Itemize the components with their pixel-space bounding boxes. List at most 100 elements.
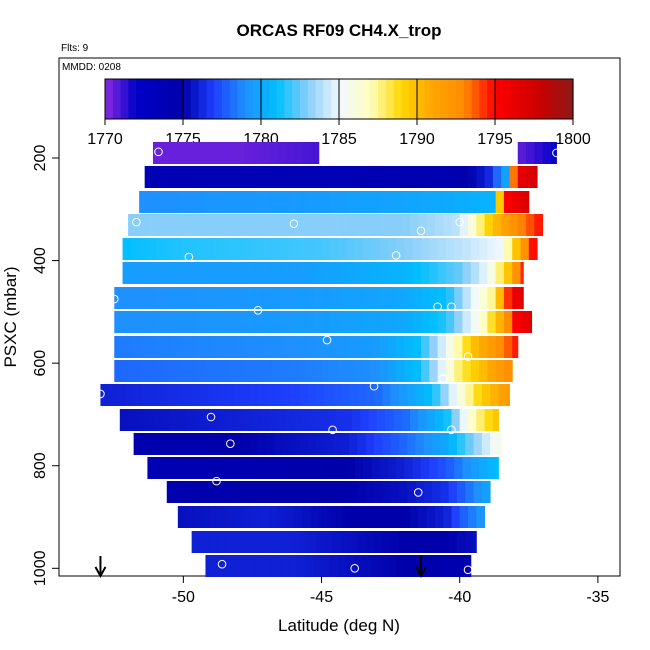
heatmap-cell: [208, 531, 218, 553]
heatmap-cell: [470, 457, 480, 479]
heatmap-cell: [440, 481, 450, 503]
colorbar-segment: [526, 79, 535, 119]
heatmap-cell: [186, 409, 195, 431]
heatmap-cell: [147, 287, 157, 309]
heatmap-cell: [224, 433, 234, 455]
heatmap-cell: [412, 360, 422, 382]
heatmap-cell: [374, 433, 383, 455]
heatmap-cell: [235, 506, 245, 528]
heatmap-cell: [404, 336, 414, 358]
heatmap-cell: [503, 336, 513, 358]
colorbar-segment: [346, 79, 356, 119]
heatmap-cell: [362, 457, 372, 479]
data-marker: [438, 374, 448, 383]
heatmap-cell: [213, 457, 223, 479]
heatmap-cell: [462, 336, 472, 358]
heatmap-cell: [177, 214, 187, 236]
heatmap-cell: [285, 142, 295, 164]
data-marker: [413, 488, 423, 497]
heatmap-cell: [398, 481, 408, 503]
heatmap-cell: [324, 384, 334, 406]
heatmap-cell: [371, 555, 381, 577]
data-marker: [433, 302, 442, 312]
heatmap-cell: [512, 336, 519, 358]
heatmap-cell: [164, 457, 173, 479]
heatmap-cell: [191, 531, 201, 553]
heatmap-cell: [338, 262, 347, 284]
heatmap-cell: [321, 238, 331, 260]
heatmap-cell: [501, 166, 510, 188]
heatmap-cell: [396, 191, 405, 213]
heatmap-cell: [119, 409, 129, 431]
colorbar-segment: [510, 79, 519, 119]
heatmap-cell: [432, 481, 441, 503]
colorbar-segment: [144, 79, 153, 119]
heatmap-cell: [423, 481, 433, 503]
heatmap-cell: [495, 457, 499, 479]
heatmap-cell: [280, 262, 289, 284]
heatmap-cell: [282, 531, 292, 553]
heatmap-cell: [246, 238, 256, 260]
heatmap-cell: [321, 336, 331, 358]
heatmap-cell: [332, 531, 342, 553]
heatmap-cell: [310, 409, 320, 431]
heatmap-cell: [316, 531, 325, 553]
data-marker: [184, 252, 194, 262]
heatmap-cell: [255, 287, 264, 309]
colorbar-segment: [136, 79, 145, 119]
heatmap-cell: [437, 191, 447, 213]
y-tick-label: 200: [32, 145, 49, 172]
heatmap-cell: [503, 311, 513, 333]
heatmap-cell: [396, 457, 405, 479]
heatmap-cell: [440, 531, 450, 553]
heatmap-cell: [302, 142, 311, 164]
heatmap-cell: [230, 336, 240, 358]
heatmap-cell: [346, 457, 356, 479]
colorbar-segment: [432, 79, 441, 119]
heatmap-cell: [122, 287, 132, 309]
heatmap-cell: [141, 384, 151, 406]
heatmap-cell: [216, 481, 226, 503]
heatmap-cell: [465, 531, 475, 553]
heatmap-cell: [387, 336, 397, 358]
heatmap-cell: [495, 238, 505, 260]
data-marker: [463, 352, 473, 361]
heatmap-cell: [396, 336, 405, 358]
heatmap-cell: [365, 481, 375, 503]
heatmap-cell: [462, 287, 472, 309]
heatmap-cell: [252, 409, 262, 431]
heatmap-cell: [329, 191, 339, 213]
heatmap-cell: [426, 409, 436, 431]
heatmap-cell: [376, 214, 386, 236]
heatmap-cell: [346, 262, 356, 284]
heatmap-cell: [456, 433, 466, 455]
heatmap-cell: [194, 409, 204, 431]
heatmap-cell: [263, 287, 273, 309]
heatmap-cell: [481, 481, 491, 503]
heatmap-cell: [429, 311, 439, 333]
heatmap-cell: [487, 287, 497, 309]
heatmap-cell: [211, 142, 220, 164]
heatmap-cell: [470, 360, 480, 382]
heatmap-cell: [166, 384, 176, 406]
heatmap-cell: [296, 311, 306, 333]
heatmap-cell: [130, 311, 140, 333]
heatmap-cell: [235, 409, 245, 431]
colorbar-segment: [253, 79, 262, 119]
heatmap-cell: [335, 166, 345, 188]
heatmap-cell: [318, 506, 328, 528]
heatmap-cell: [473, 481, 483, 503]
heatmap-cell: [213, 336, 223, 358]
heatmap-cell: [371, 360, 381, 382]
heatmap-cell: [172, 287, 182, 309]
y-tick-label: 800: [32, 452, 49, 479]
heatmap-cell: [362, 262, 372, 284]
heatmap-cell: [346, 360, 356, 382]
heatmap-cell: [354, 360, 364, 382]
heatmap-cell: [241, 433, 251, 455]
heatmap-cell: [374, 481, 383, 503]
heatmap-cell: [473, 384, 483, 406]
colorbar-segment: [549, 79, 558, 119]
heatmap-cell: [158, 433, 168, 455]
heatmap-cell: [141, 433, 151, 455]
